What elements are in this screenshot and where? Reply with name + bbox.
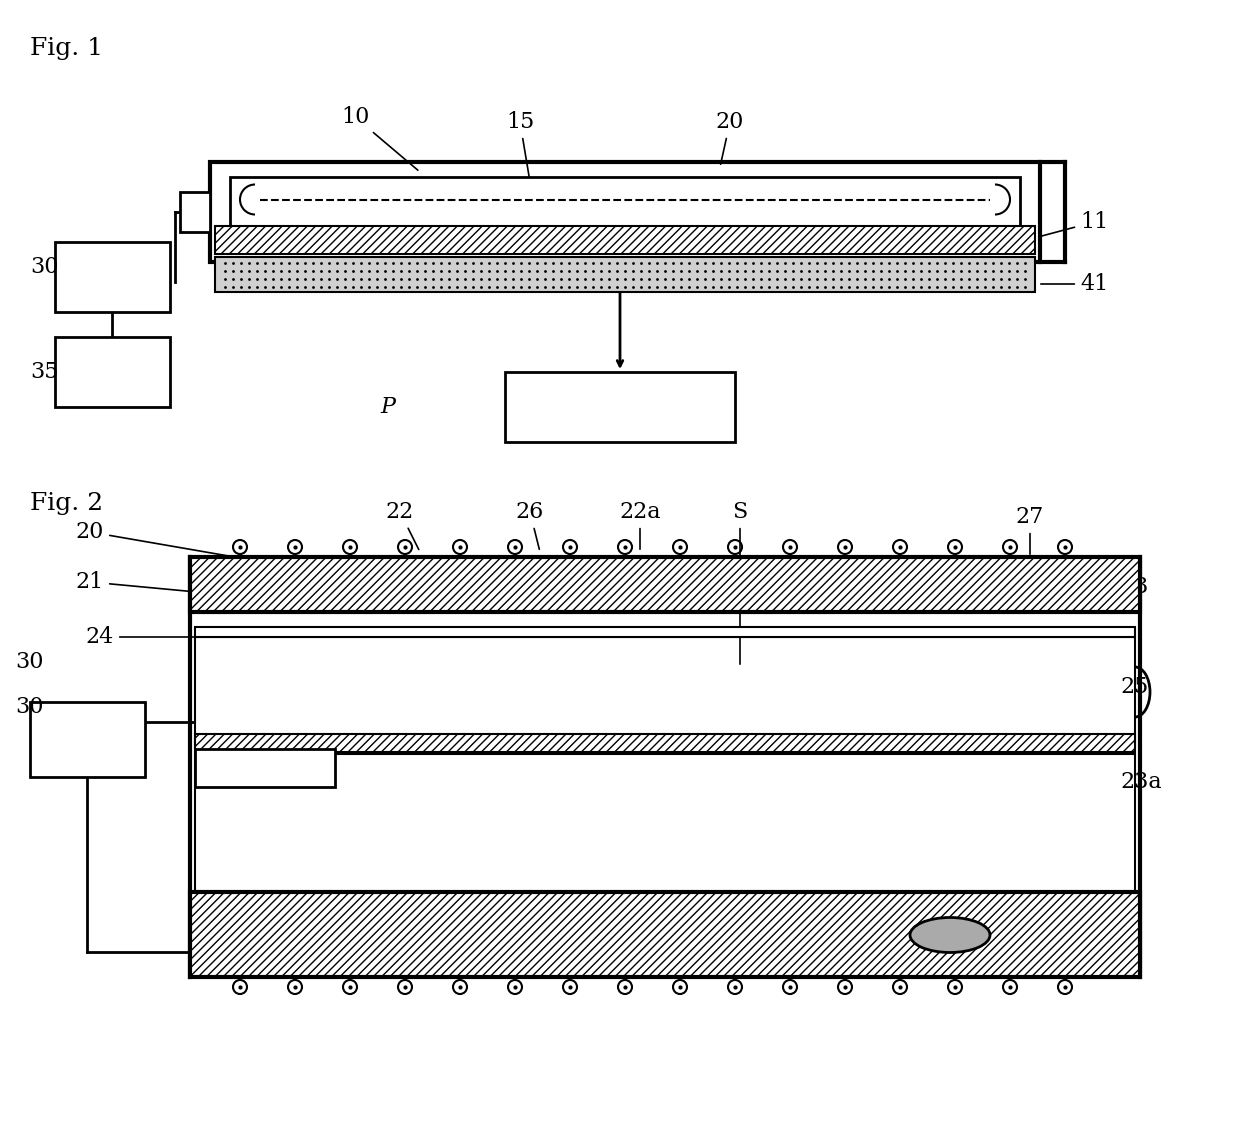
Bar	[195, 627, 1135, 637]
Text: 22: 22	[386, 501, 419, 549]
Bar	[210, 162, 1040, 262]
Bar	[505, 372, 735, 442]
Text: 22a: 22a	[619, 501, 661, 549]
Text: 11: 11	[1040, 211, 1109, 236]
Text: 28: 28	[988, 935, 1094, 958]
Text: P: P	[379, 396, 396, 418]
Bar	[215, 257, 1035, 292]
Ellipse shape	[910, 917, 990, 952]
Bar	[180, 192, 210, 232]
Bar	[30, 702, 145, 777]
Bar	[55, 242, 170, 312]
Text: 27: 27	[1016, 506, 1044, 554]
Text: 24: 24	[86, 626, 212, 648]
Text: 15: 15	[506, 111, 534, 179]
Bar	[215, 226, 1035, 254]
Text: Fig. 1: Fig. 1	[30, 37, 103, 61]
Bar	[195, 749, 335, 787]
Text: 30: 30	[15, 695, 43, 718]
Text: 30: 30	[15, 651, 43, 673]
Bar	[55, 337, 170, 407]
Bar	[195, 754, 1135, 892]
Text: 35: 35	[30, 361, 58, 383]
Text: 23a: 23a	[1120, 771, 1162, 793]
Text: 25: 25	[1120, 676, 1148, 698]
Text: 20: 20	[76, 521, 346, 579]
Bar	[190, 892, 1140, 978]
Text: 21: 21	[76, 571, 247, 597]
Text: 10: 10	[341, 106, 418, 170]
Text: 20: 20	[715, 111, 744, 164]
Text: 30: 30	[30, 256, 58, 278]
Text: 23: 23	[1120, 576, 1148, 598]
Text: 40: 40	[636, 276, 665, 298]
Bar	[195, 734, 1135, 751]
Bar	[195, 637, 1135, 747]
Text: Fig. 2: Fig. 2	[30, 492, 103, 515]
Text: S: S	[733, 501, 748, 665]
Bar	[190, 557, 1140, 612]
Text: 41: 41	[1040, 273, 1109, 295]
Text: 26: 26	[516, 501, 544, 549]
Bar	[229, 177, 1021, 232]
